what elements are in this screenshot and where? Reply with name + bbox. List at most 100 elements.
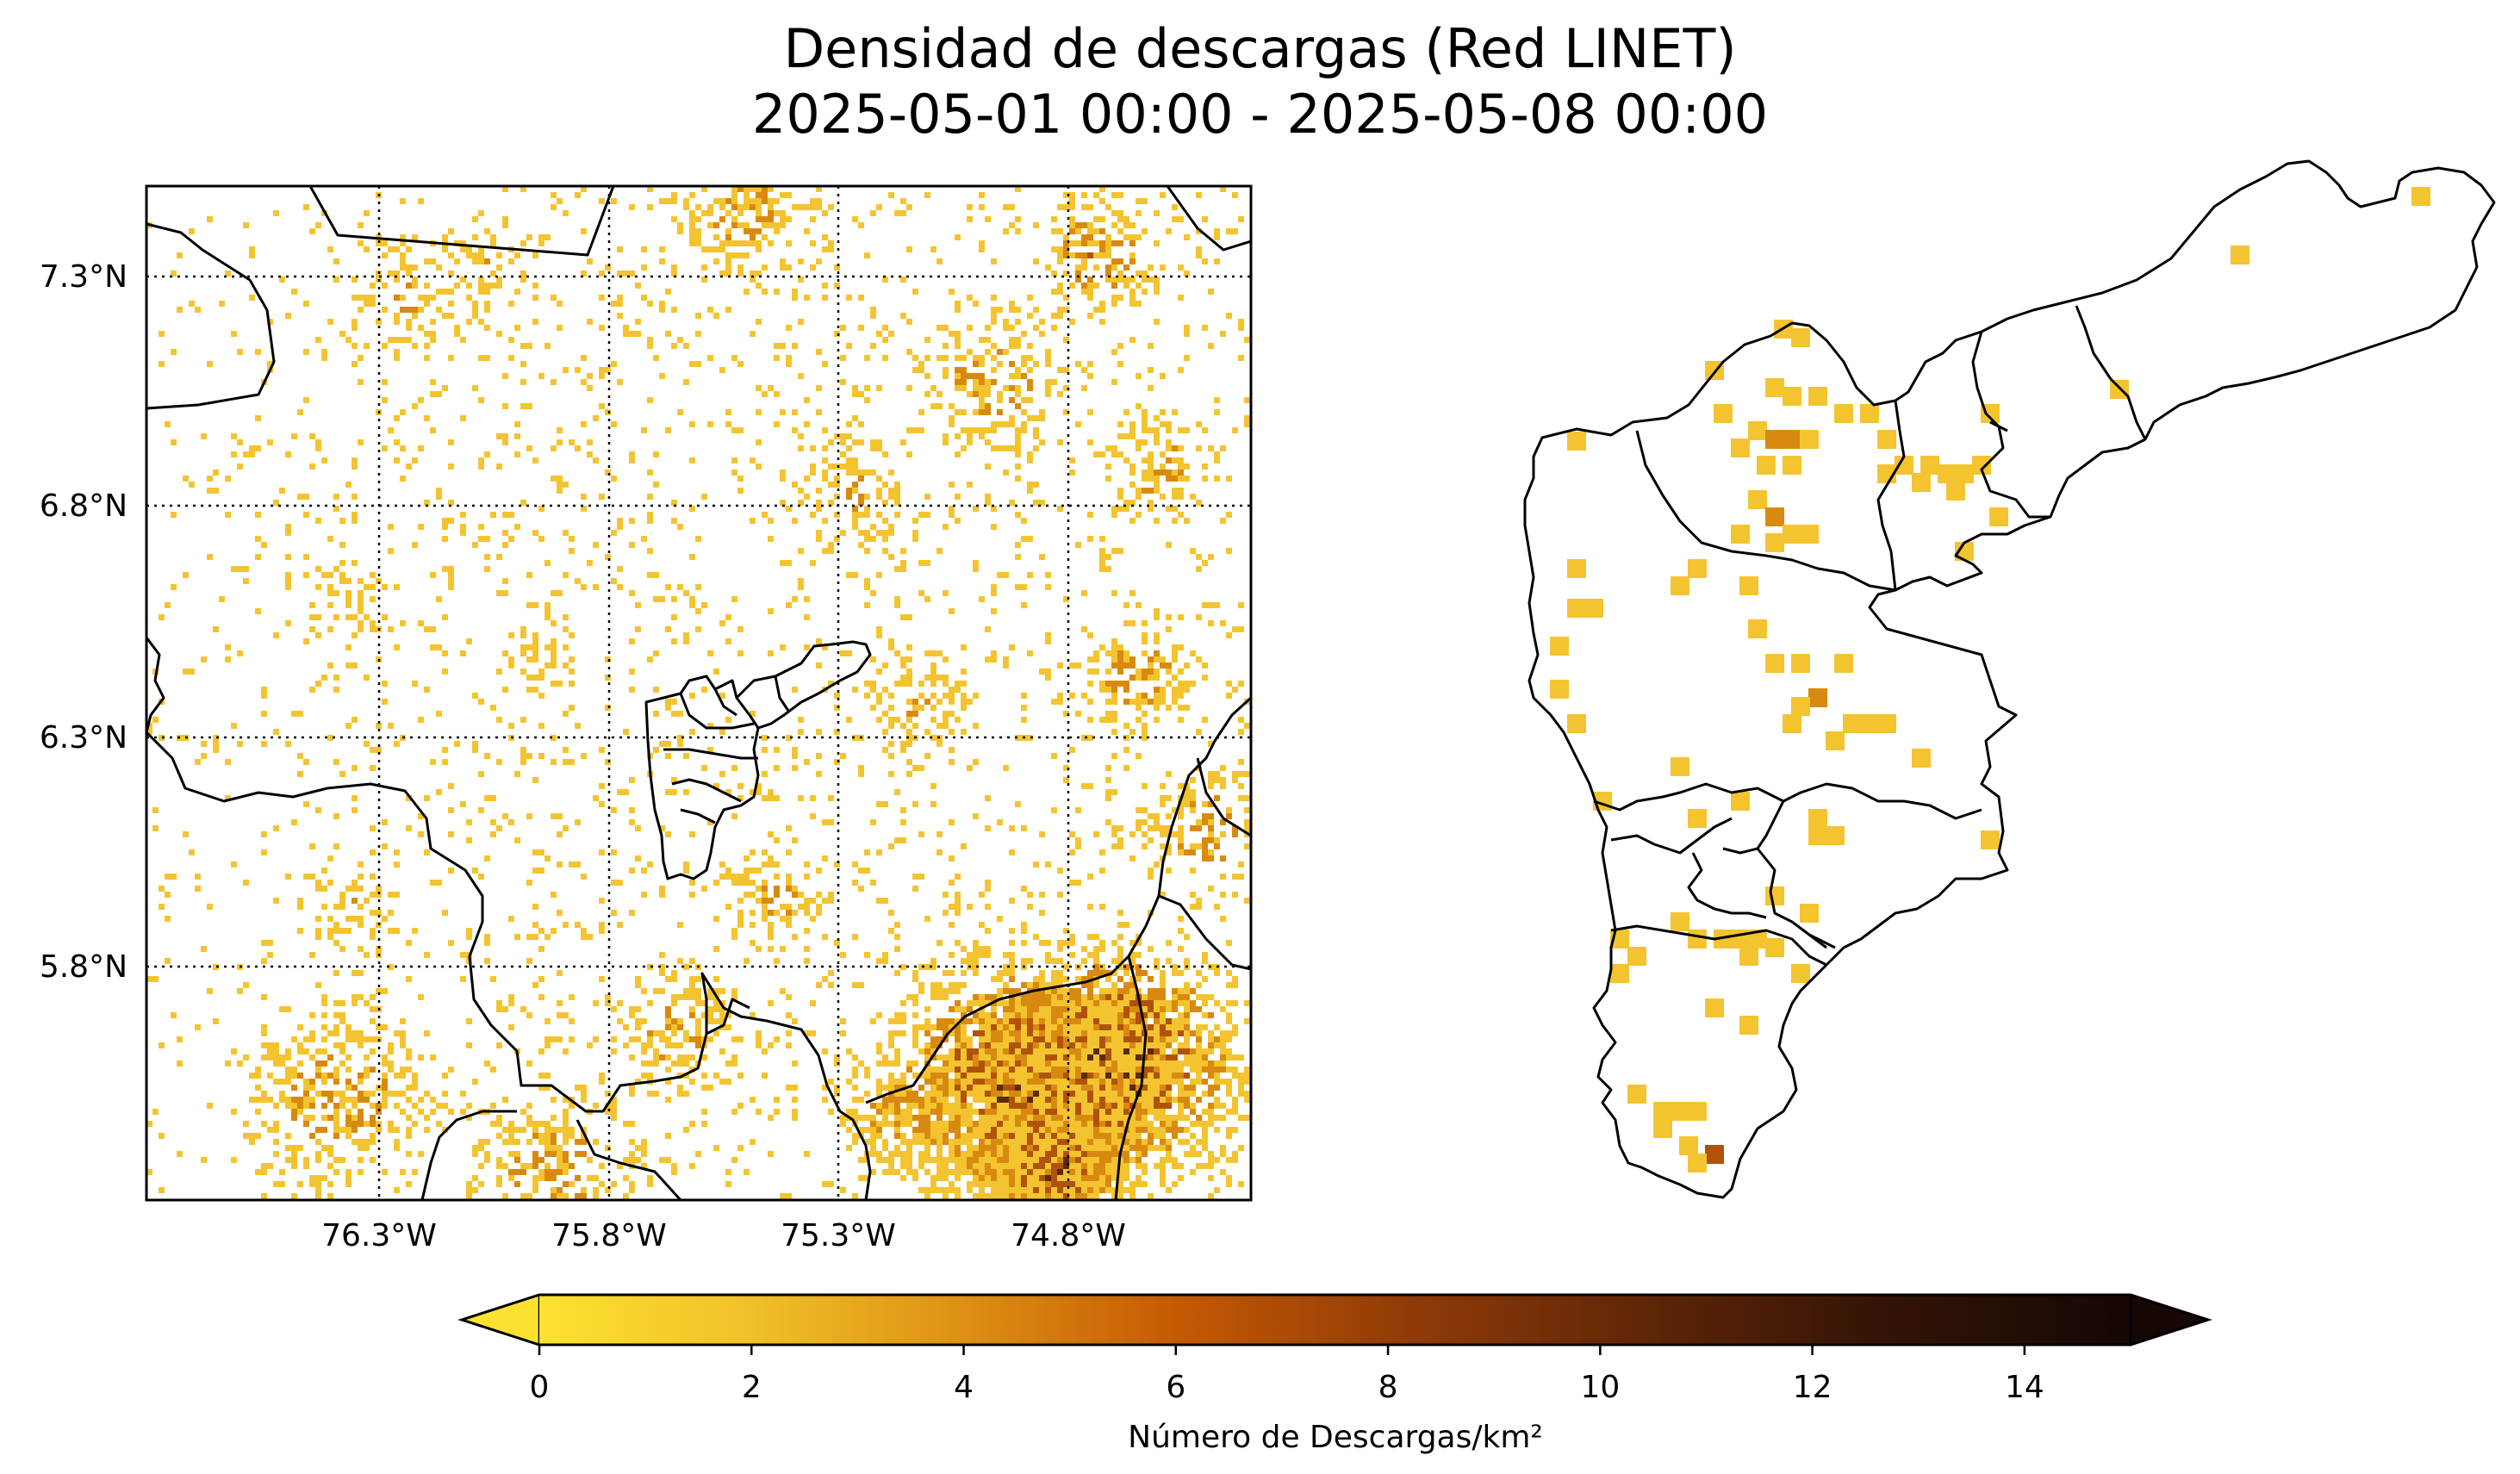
- density-cell: [1808, 688, 1827, 707]
- density-cell: [1731, 792, 1750, 811]
- density-cell: [1989, 507, 2008, 526]
- density-cell: [1783, 525, 1801, 544]
- density-cell: [1765, 886, 1784, 905]
- density-cell: [1739, 1016, 1758, 1035]
- density-cell: [1679, 1136, 1698, 1155]
- density-cell: [1895, 456, 1913, 475]
- lat-label-7-3: 7.3°N: [40, 259, 128, 295]
- latitude-labels: 7.3°N 6.8°N 6.3°N 5.8°N: [40, 259, 128, 985]
- density-cell: [1757, 456, 1776, 475]
- density-cell: [1808, 387, 1827, 406]
- longitude-labels: 76.3°W 75.8°W 75.3°W 74.8°W: [321, 1218, 1126, 1253]
- lon-label-76-3: 76.3°W: [321, 1218, 437, 1253]
- density-cell: [1714, 930, 1733, 948]
- density-cell: [1748, 421, 1767, 440]
- density-cell: [1791, 654, 1810, 673]
- density-cell: [1877, 714, 1896, 733]
- colorbar-ticks: 0 2 4 6 8 10 12 14: [530, 1345, 2044, 1405]
- density-cell: [1765, 533, 1784, 552]
- density-cell: [1567, 432, 1586, 451]
- density-cell: [1748, 930, 1767, 948]
- colorbar-tick-label: 4: [954, 1370, 974, 1405]
- density-cell: [1584, 599, 1603, 618]
- density-cell: [1808, 826, 1827, 845]
- density-cell: [1748, 490, 1767, 509]
- density-cell: [1981, 830, 2000, 849]
- density-cell: [1688, 1102, 1707, 1121]
- density-cell: [1550, 680, 1569, 699]
- density-cell: [1765, 938, 1784, 957]
- density-cell: [1765, 378, 1784, 397]
- lightning-density-cells: [146, 186, 1251, 1200]
- density-cell: [1714, 404, 1733, 423]
- lat-label-5-8: 5.8°N: [40, 949, 128, 985]
- colorbar-max-extend: [2129, 1293, 2212, 1347]
- density-cell: [1955, 464, 1974, 483]
- density-cell: [1688, 930, 1707, 948]
- density-cell: [1567, 559, 1586, 578]
- density-cell: [1972, 456, 1991, 475]
- density-cell: [1653, 1119, 1672, 1138]
- density-cell: [1765, 430, 1784, 449]
- density-cell: [1653, 1102, 1672, 1121]
- colorbar: 0 2 4 6 8 10 12 14 Número de Descargas/km²: [457, 1293, 2212, 1455]
- density-cell: [1946, 482, 1965, 501]
- density-cell: [1567, 599, 1586, 618]
- density-cell: [1826, 826, 1845, 845]
- density-cell: [1877, 430, 1896, 449]
- map-date-range: 2025-05-01 00:00 - 2025-05-08 00:00: [751, 83, 1769, 146]
- density-cell: [1688, 809, 1707, 828]
- density-cell: [1748, 619, 1767, 638]
- density-cell: [1791, 697, 1810, 716]
- density-cell: [1671, 757, 1689, 776]
- colorbar-label: Número de Descargas/km²: [1128, 1420, 1543, 1455]
- density-cell: [1688, 1154, 1707, 1172]
- density-cell: [1834, 654, 1853, 673]
- map-title: Densidad de descargas (Red LINET): [783, 17, 1737, 80]
- density-cell: [1912, 749, 1931, 768]
- density-cell: [1765, 507, 1784, 526]
- density-cell: [1912, 473, 1931, 492]
- density-cell: [1731, 525, 1750, 544]
- density-cell: [1800, 904, 1819, 923]
- density-cell: [1800, 430, 1819, 449]
- density-cell: [1791, 964, 1810, 983]
- density-cell: [2231, 246, 2249, 264]
- density-cell: [1705, 998, 1724, 1017]
- left-map-frame: [145, 184, 1253, 1202]
- colorbar-tick-label: 0: [530, 1370, 550, 1405]
- density-cell: [1627, 1085, 1646, 1104]
- density-cell: [1834, 404, 1853, 423]
- density-cell: [1938, 464, 1957, 483]
- density-cell: [1860, 404, 1879, 423]
- density-cell: [1783, 387, 1801, 406]
- density-cell: [1765, 654, 1784, 673]
- density-cell: [1671, 576, 1689, 595]
- density-cell: [1688, 559, 1707, 578]
- density-cell: [1783, 714, 1801, 733]
- colorbar-tick-label: 12: [1793, 1370, 1832, 1405]
- density-cell: [1791, 328, 1810, 347]
- density-cell: [1783, 456, 1801, 475]
- density-cell: [1627, 947, 1646, 966]
- colorbar-tick-label: 8: [1378, 1370, 1398, 1405]
- density-cell: [1739, 947, 1758, 966]
- right-map-boundaries: [1523, 159, 2496, 1199]
- left-map: 7.3°N 6.8°N 6.3°N 5.8°N 76.3°W 75.8°W 75…: [40, 184, 1253, 1253]
- density-cell: [1783, 430, 1801, 449]
- density-cell: [1920, 456, 1939, 475]
- density-cell: [1567, 714, 1586, 733]
- lon-label-74-8: 74.8°W: [1011, 1218, 1126, 1253]
- density-cell: [1843, 714, 1862, 733]
- colorbar-gradient: [539, 1295, 2131, 1345]
- density-cell: [2411, 187, 2430, 206]
- density-cell: [1610, 964, 1629, 983]
- density-cell: [1671, 912, 1689, 931]
- lat-label-6-8: 6.8°N: [40, 488, 128, 524]
- density-cell: [1860, 714, 1879, 733]
- density-cell: [1731, 438, 1750, 457]
- colorbar-min-extend: [457, 1293, 541, 1347]
- lon-label-75-8: 75.8°W: [551, 1218, 667, 1253]
- colorbar-tick-label: 2: [742, 1370, 762, 1405]
